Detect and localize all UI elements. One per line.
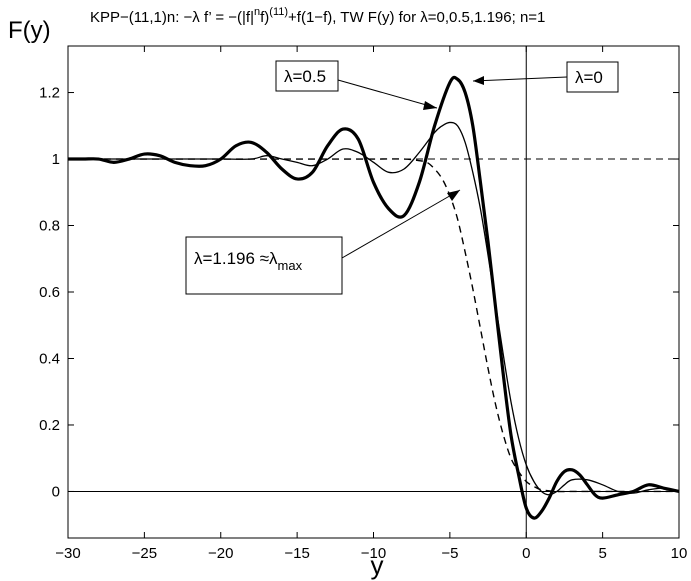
x-tick-label: −5: [441, 545, 458, 562]
series-line-thin-solid: [68, 121, 680, 496]
x-tick-label: −10: [361, 545, 386, 562]
reference-lines: [68, 46, 679, 538]
x-tick-label: 0: [522, 545, 530, 562]
series-layer: [68, 75, 680, 520]
annotation-lambda-0: λ=0: [472, 61, 619, 93]
plot-area: [67, 45, 680, 539]
annotation-arrowhead: [473, 76, 484, 85]
y-tick-label: 0.4: [39, 350, 60, 367]
y-tick-label: 0.2: [39, 417, 60, 434]
annotation-arrowhead: [423, 101, 437, 110]
x-axis-label: y: [371, 550, 384, 580]
annotation-label: λ=0.5: [284, 67, 326, 86]
y-tick-label: 0: [52, 483, 60, 500]
x-tick-label: −25: [132, 545, 157, 562]
annotation-arrowhead: [447, 190, 460, 201]
annotation-box: [185, 236, 343, 295]
annotation-arrow: [341, 189, 461, 259]
annotation-arrow: [337, 79, 438, 109]
annotation-box: [275, 60, 339, 92]
x-tick-label: −20: [208, 545, 233, 562]
annotation-label: λ=0: [575, 68, 603, 87]
x-tick-label: 5: [598, 545, 606, 562]
annotation-lambda-0-5: λ=0.5: [275, 60, 438, 110]
chart-title: KPP−(11,1)n: −λ f’ = −(|f|nf)(11)+f(1−f)…: [90, 6, 545, 26]
annotation-lambda-max: λ=1.196 ≈λmax: [185, 189, 461, 295]
x-tick-label: 10: [671, 545, 688, 562]
y-tick-label: 0.6: [39, 284, 60, 301]
annotation-arrow: [472, 76, 568, 82]
series-line-thick-solid: [68, 75, 680, 520]
x-tick-label: −15: [284, 545, 309, 562]
y-tick-label: 0.8: [39, 218, 60, 235]
y-tick-label: 1.2: [39, 85, 60, 102]
series-line-dashed: [68, 158, 679, 493]
x-axis-ticks: −30 −25 −20 −15 −10 −5 0 5 10: [55, 46, 687, 562]
y-tick-label: 1: [52, 151, 60, 168]
annotation-label: λ=1.196 ≈λmax: [194, 249, 303, 273]
y-axis-ticks: 0 0.2 0.4 0.6 0.8 1 1.2: [39, 85, 679, 500]
y-axis-label: F(y): [8, 17, 51, 44]
x-tick-label: −30: [55, 545, 80, 562]
